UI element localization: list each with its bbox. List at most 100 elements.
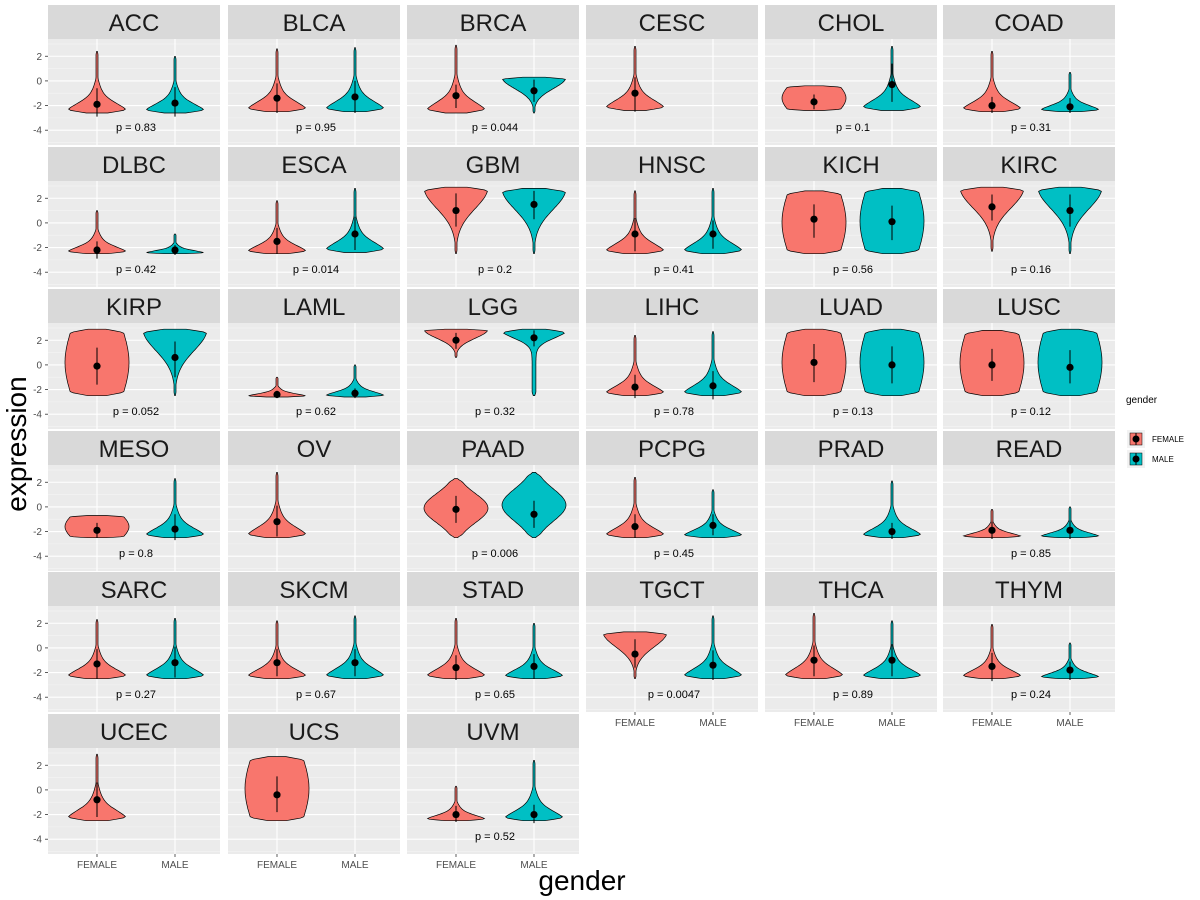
y-tick-label: -4 <box>33 693 42 704</box>
mean-point-male <box>1066 666 1074 674</box>
violin-male <box>326 615 384 680</box>
p-value-label: p = 0.0047 <box>648 689 700 701</box>
p-value-label: p = 0.27 <box>116 689 156 701</box>
x-axis-title: gender <box>538 865 625 896</box>
strip-dlbc <box>48 147 220 181</box>
y-tick-label: 2 <box>36 478 42 489</box>
strip-coad <box>943 5 1115 39</box>
panel-thym: THYM p = 0.24 FEMALE MALE <box>943 572 1115 729</box>
violin-male <box>326 47 384 113</box>
panel-acc: ACC 2 0 -2 -4 p = 0.83 <box>33 5 220 145</box>
violin-female <box>606 334 664 397</box>
strip-acc <box>48 5 220 39</box>
mean-point-female <box>631 523 639 531</box>
p-value-label: p = 0.78 <box>654 406 694 418</box>
strip-cesc <box>586 5 758 39</box>
violin-female <box>427 617 485 680</box>
p-value-label: p = 0.85 <box>1011 548 1051 560</box>
strip-label: ESCA <box>281 152 346 179</box>
y-tick-label: 2 <box>36 761 42 772</box>
mean-point-male <box>1066 103 1074 111</box>
panel-skcm: SKCM p = 0.67 <box>228 572 400 712</box>
p-value-label: p = 0.006 <box>472 548 518 560</box>
strip-lusc <box>943 289 1115 323</box>
strip-ucs <box>228 714 400 748</box>
x-tick-label: FEMALE <box>436 860 476 871</box>
y-tick-label: -4 <box>33 410 42 421</box>
panel-sarc: SARC 2 0 -2 -4 p = 0.27 <box>33 572 220 712</box>
facet-panels: ACC 2 0 -2 -4 p = 0.83 BLCA p = 0.95 BRCA p = 0.0… <box>33 5 1115 871</box>
mean-point-male <box>888 656 896 664</box>
mean-point-male <box>1066 206 1074 215</box>
strip-luad <box>765 289 937 323</box>
strip-lihc <box>586 289 758 323</box>
mean-point-female <box>93 526 101 534</box>
violin-male <box>684 615 742 680</box>
violin-male <box>862 480 922 539</box>
p-value-label: p = 0.41 <box>654 264 694 276</box>
p-value-label: p = 0.13 <box>833 406 873 418</box>
mean-point-male <box>351 389 359 397</box>
y-tick-label: 0 <box>36 643 42 654</box>
strip-label: LIHC <box>645 294 700 321</box>
strip-lgg <box>407 289 579 323</box>
y-tick-label: -4 <box>33 552 42 563</box>
legend-title: gender <box>1126 395 1158 406</box>
mean-point-female <box>988 526 996 534</box>
strip-tgct <box>586 572 758 606</box>
strip-gbm <box>407 147 579 181</box>
x-tick-label: MALE <box>341 860 369 871</box>
strip-label: READ <box>996 436 1063 463</box>
mean-point-male <box>171 525 179 533</box>
y-tick-label: -2 <box>33 243 42 254</box>
mean-point-male <box>1066 363 1074 371</box>
mean-point-female <box>452 336 460 344</box>
p-value-label: p = 0.45 <box>654 548 694 560</box>
mean-point-male <box>171 353 179 362</box>
panel-esca: ESCA p = 0.014 <box>228 147 400 287</box>
violin-male <box>146 478 204 539</box>
panel-cesc: CESC <box>586 5 758 145</box>
strip-thym <box>943 572 1115 606</box>
strip-ucec <box>48 714 220 748</box>
mean-point-male <box>171 99 179 107</box>
legend: gender FEMALE MALE <box>1126 395 1184 468</box>
strip-label: OV <box>297 436 332 463</box>
y-tick-label: -2 <box>33 101 42 112</box>
strip-stad <box>407 572 579 606</box>
y-tick-label: 0 <box>36 785 42 796</box>
strip-label: THYM <box>995 577 1063 604</box>
panel-tgct: TGCT p = 0.0047 FEMALE MALE <box>586 572 758 729</box>
panel-background <box>48 748 220 854</box>
mean-point-male <box>351 659 359 667</box>
mean-point-female <box>273 94 281 102</box>
strip-read <box>943 431 1115 465</box>
mean-point-female <box>93 246 101 254</box>
y-tick-label: -4 <box>33 268 42 279</box>
mean-point-female <box>273 237 281 245</box>
strip-label: KICH <box>822 152 879 179</box>
x-tick-label: FEMALE <box>972 718 1012 729</box>
panel-pcpg: PCPG p = 0.45 <box>586 431 758 571</box>
p-value-label: p = 0.052 <box>113 406 159 418</box>
strip-meso <box>48 431 220 465</box>
violin-male <box>146 233 204 255</box>
strip-kich <box>765 147 937 181</box>
violin-male <box>502 188 566 255</box>
strip-label: CHOL <box>818 10 885 37</box>
violin-male <box>505 759 563 822</box>
mean-point-female <box>631 230 639 238</box>
strip-label: BRCA <box>460 10 527 37</box>
violin-male <box>1040 642 1100 680</box>
strip-label: CESC <box>639 10 706 37</box>
mean-point-male <box>351 93 359 101</box>
mean-point-female <box>273 791 281 799</box>
mean-point-female <box>988 101 996 110</box>
x-tick-label: FEMALE <box>257 860 297 871</box>
mean-point-female <box>631 89 639 97</box>
panel-ucs: UCS FEMALE MALE <box>228 714 400 871</box>
violin-female <box>68 50 126 114</box>
mean-point-female <box>452 810 460 819</box>
panel-meso: MESO 2 0 -2 -4 p = 0.8 <box>33 431 220 571</box>
p-value-label: p = 0.2 <box>478 264 512 276</box>
